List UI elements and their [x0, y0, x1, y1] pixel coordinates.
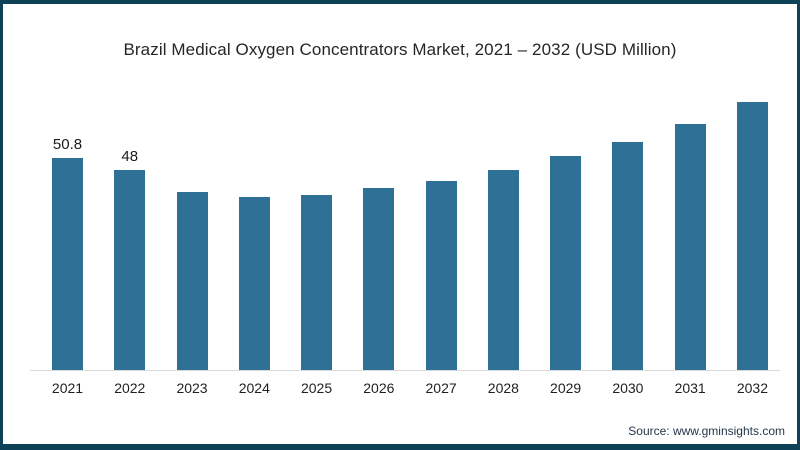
x-axis-label: 2025 — [300, 380, 333, 396]
x-axis-label: 2030 — [612, 380, 644, 396]
bar-group-2026 — [363, 188, 395, 370]
x-axis-label: 2029 — [550, 380, 582, 396]
bar-group-2028 — [487, 170, 519, 370]
bar-group-2023 — [176, 192, 208, 370]
bar — [363, 188, 395, 370]
bar-group-2031 — [674, 124, 706, 370]
x-axis-labels: 2021 2022 2023 2024 2025 2026 2027 2028 2029 2030… — [52, 380, 768, 396]
bar — [301, 195, 333, 370]
x-axis-label: 2024 — [238, 380, 270, 396]
bar-group-2029 — [550, 156, 582, 370]
bar-group-2027 — [425, 181, 457, 370]
bar-group-2025 — [301, 195, 333, 370]
bar-group-2032 — [736, 102, 768, 370]
source-attribution: Source: www.gminsights.com — [628, 424, 785, 438]
bar-group-2030 — [612, 142, 644, 370]
bar — [52, 158, 83, 370]
x-axis-label: 2031 — [674, 380, 706, 396]
bar — [238, 197, 270, 370]
bar — [674, 124, 706, 370]
bar — [612, 142, 644, 370]
x-axis-label: 2021 — [51, 380, 84, 396]
bar — [550, 156, 582, 370]
x-axis-label: 2026 — [363, 380, 395, 396]
bar-group-2024 — [238, 197, 270, 370]
bar — [425, 181, 457, 370]
x-axis-label: 2028 — [487, 380, 519, 396]
x-axis-label: 2022 — [114, 380, 146, 396]
bar-group-2021: 50.8 — [52, 136, 83, 370]
bar — [487, 170, 519, 370]
bar — [736, 102, 768, 370]
chart-title: Brazil Medical Oxygen Concentrators Mark… — [123, 40, 677, 59]
bar — [114, 170, 146, 370]
x-axis-line — [30, 370, 780, 371]
bar — [176, 192, 208, 370]
bar-chart-plot: 50.8 48 — [52, 100, 768, 370]
bar-value-label: 48 — [121, 148, 139, 165]
x-axis-label: 2023 — [176, 380, 208, 396]
bar-group-2022: 48 — [114, 148, 146, 370]
x-axis-label: 2027 — [425, 380, 457, 396]
x-axis-label: 2032 — [736, 380, 768, 396]
bar-value-label: 50.8 — [52, 136, 83, 153]
